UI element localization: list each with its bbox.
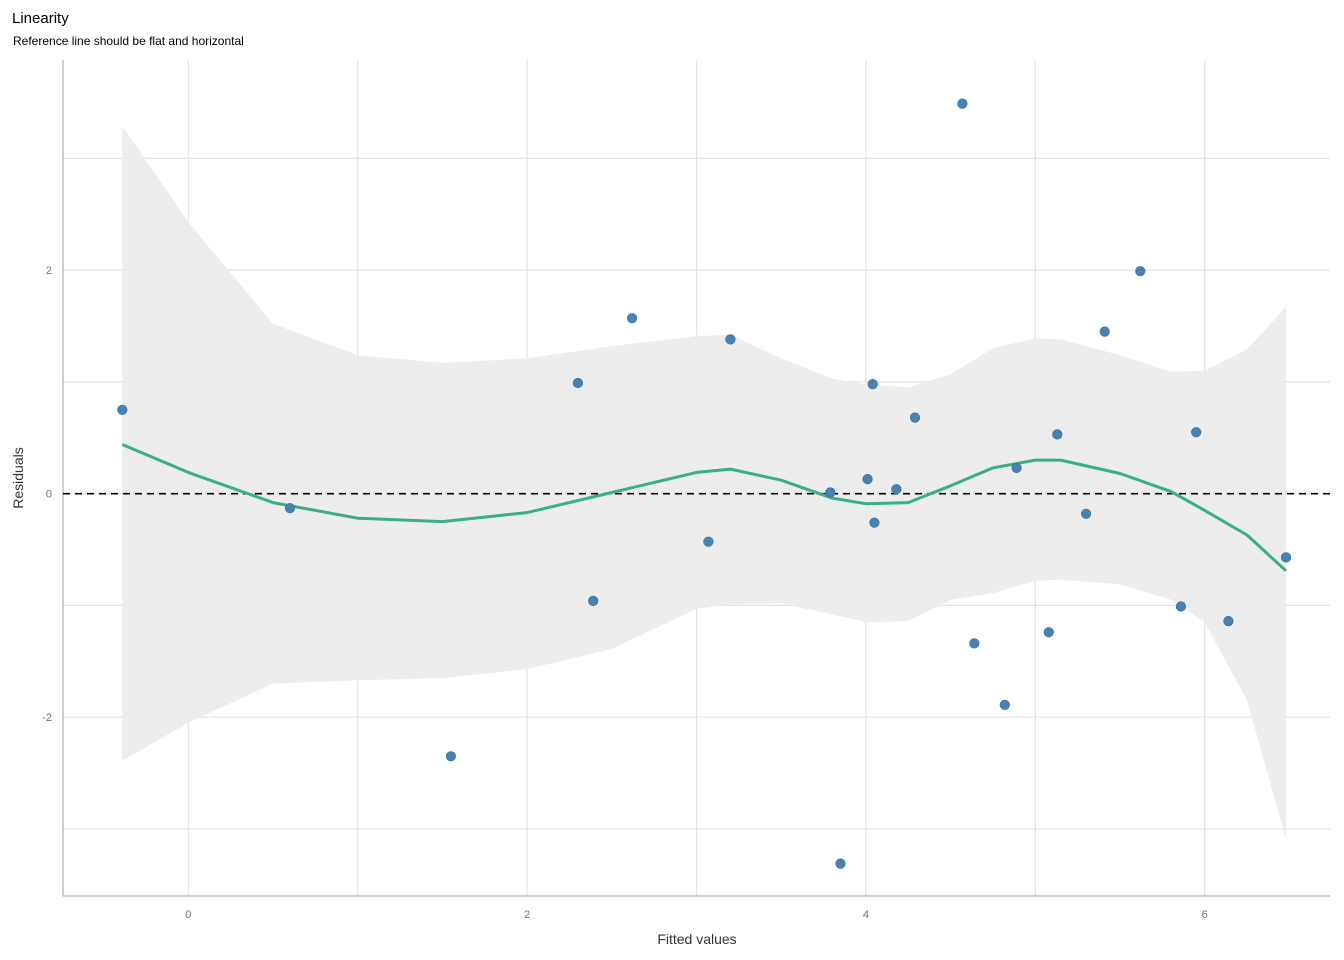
data-point	[999, 699, 1010, 711]
data-point	[1280, 552, 1292, 563]
data-point	[725, 334, 736, 345]
data-point	[957, 98, 968, 109]
data-point	[1099, 326, 1110, 337]
data-point	[588, 595, 599, 607]
data-point	[825, 487, 836, 498]
y-tick-label: 0	[46, 489, 52, 501]
data-point	[867, 379, 878, 390]
data-point	[117, 404, 128, 415]
plot-area: 0 2 4 6 -2 0 2	[42, 60, 1330, 921]
data-point	[909, 412, 921, 423]
chart-title: Linearity	[12, 10, 69, 27]
data-point	[1191, 427, 1202, 438]
x-tick-label: 2	[524, 909, 530, 921]
data-point	[703, 536, 714, 547]
x-tick-label: 0	[185, 909, 191, 921]
data-point	[1135, 266, 1146, 277]
data-point	[1080, 508, 1092, 519]
data-point	[1052, 429, 1063, 440]
data-point	[862, 474, 873, 485]
x-tick-label: 4	[863, 909, 869, 921]
data-point	[891, 484, 902, 495]
data-point	[1043, 627, 1054, 638]
data-point	[572, 377, 584, 389]
data-point	[835, 858, 846, 869]
chart-subtitle: Reference line should be flat and horizo…	[13, 34, 244, 48]
x-axis-title: Fitted values	[657, 931, 736, 947]
data-point	[1011, 462, 1022, 474]
confidence-band	[122, 125, 1286, 839]
data-point	[1223, 615, 1234, 627]
smooth-line	[121, 443, 1288, 572]
y-tick-label: 2	[46, 265, 52, 277]
data-point	[626, 313, 638, 324]
data-point	[284, 503, 296, 514]
x-tick-label: 6	[1202, 909, 1208, 921]
y-axis-title: Residuals	[10, 447, 26, 508]
data-point	[1175, 601, 1186, 612]
data-point	[445, 751, 457, 762]
y-tick-label: -2	[42, 712, 52, 724]
data-point	[969, 638, 980, 649]
data-point	[869, 517, 880, 528]
